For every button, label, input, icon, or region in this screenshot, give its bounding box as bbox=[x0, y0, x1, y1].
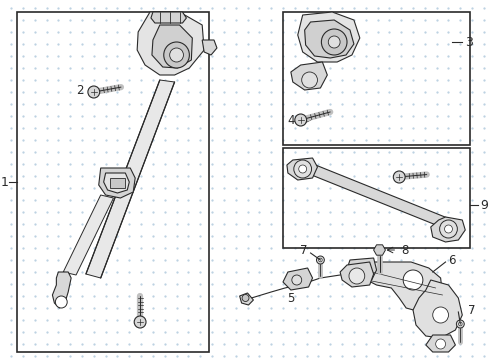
Polygon shape bbox=[305, 20, 354, 58]
Text: 5: 5 bbox=[287, 292, 294, 305]
Polygon shape bbox=[104, 173, 129, 193]
Circle shape bbox=[393, 171, 405, 183]
Polygon shape bbox=[152, 25, 193, 68]
Circle shape bbox=[328, 36, 340, 48]
Circle shape bbox=[299, 165, 307, 173]
Circle shape bbox=[436, 339, 445, 349]
Circle shape bbox=[295, 114, 307, 126]
Polygon shape bbox=[431, 217, 465, 242]
Circle shape bbox=[302, 72, 318, 88]
Polygon shape bbox=[340, 262, 373, 287]
Circle shape bbox=[242, 294, 249, 302]
Polygon shape bbox=[346, 258, 377, 282]
Polygon shape bbox=[151, 12, 186, 23]
Circle shape bbox=[134, 316, 146, 328]
Text: 1: 1 bbox=[0, 176, 8, 189]
Circle shape bbox=[88, 86, 99, 98]
Bar bbox=[110, 178, 125, 188]
Polygon shape bbox=[63, 195, 114, 275]
Circle shape bbox=[321, 29, 347, 55]
Polygon shape bbox=[202, 40, 217, 55]
Polygon shape bbox=[98, 168, 135, 198]
Circle shape bbox=[444, 225, 452, 233]
Polygon shape bbox=[426, 335, 455, 352]
Circle shape bbox=[456, 320, 464, 328]
Text: 7: 7 bbox=[468, 303, 476, 316]
Circle shape bbox=[440, 220, 457, 238]
Polygon shape bbox=[373, 245, 386, 255]
Text: 4: 4 bbox=[287, 113, 295, 126]
Polygon shape bbox=[86, 80, 174, 278]
Bar bbox=[17, 12, 209, 352]
Text: 6: 6 bbox=[448, 253, 456, 266]
Text: 9: 9 bbox=[480, 198, 488, 212]
Polygon shape bbox=[283, 268, 313, 290]
Circle shape bbox=[170, 48, 183, 62]
Circle shape bbox=[403, 270, 423, 290]
Circle shape bbox=[459, 322, 462, 326]
Bar bbox=[283, 148, 470, 248]
Circle shape bbox=[349, 268, 365, 284]
Polygon shape bbox=[364, 262, 442, 312]
Polygon shape bbox=[291, 62, 327, 90]
Circle shape bbox=[55, 296, 67, 308]
Circle shape bbox=[318, 258, 322, 262]
Polygon shape bbox=[298, 12, 360, 62]
Text: 3: 3 bbox=[465, 36, 473, 49]
Polygon shape bbox=[137, 12, 204, 75]
Polygon shape bbox=[52, 272, 71, 308]
Text: 8: 8 bbox=[401, 243, 409, 256]
Polygon shape bbox=[307, 163, 452, 230]
Circle shape bbox=[164, 42, 189, 68]
Circle shape bbox=[317, 256, 324, 264]
Polygon shape bbox=[240, 293, 253, 305]
Circle shape bbox=[294, 160, 312, 178]
Polygon shape bbox=[287, 158, 318, 180]
Polygon shape bbox=[413, 280, 462, 338]
Circle shape bbox=[433, 307, 448, 323]
Bar bbox=[283, 12, 470, 145]
Text: 2: 2 bbox=[76, 84, 84, 96]
Text: 7: 7 bbox=[300, 243, 308, 256]
Circle shape bbox=[292, 275, 302, 285]
